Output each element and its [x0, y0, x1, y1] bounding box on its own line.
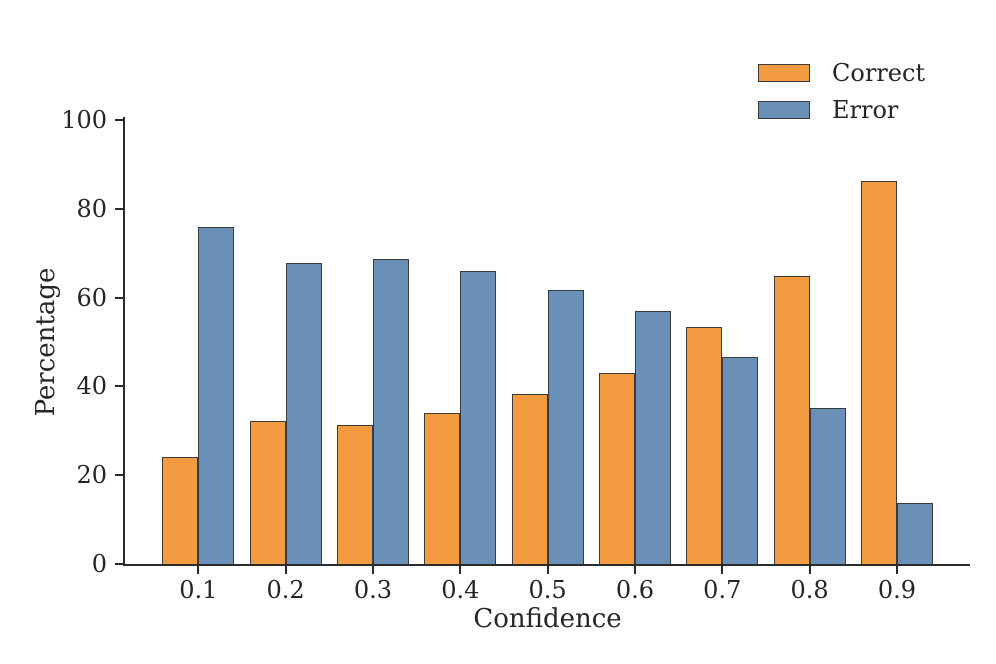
x-tick-label-0.2: 0.2 [266, 576, 305, 604]
bar-correct-0.2 [249, 421, 286, 564]
y-axis-title: Percentage [31, 267, 61, 417]
bar-correct-0.6 [598, 373, 635, 564]
y-tick-label-20: 20 [76, 461, 107, 490]
bar-error-0.8 [809, 407, 846, 564]
x-tick-label-0.7: 0.7 [703, 576, 742, 604]
x-tick-label-0.1: 0.1 [179, 576, 218, 604]
bar-error-0.5 [547, 290, 584, 564]
bar-error-0.9 [896, 502, 933, 564]
y-tick-label-60: 60 [76, 283, 107, 312]
bar-error-0.3 [372, 258, 409, 564]
x-tick-mark-0.6 [633, 566, 636, 574]
y-tick-mark-0 [115, 563, 123, 565]
x-tick-label-0.5: 0.5 [528, 576, 567, 604]
x-tick-mark-0.2 [284, 566, 287, 574]
y-tick-mark-20 [115, 474, 123, 477]
x-tick-mark-0.5 [546, 566, 549, 574]
y-tick-label-100: 100 [61, 106, 107, 134]
bar-correct-0.5 [511, 393, 548, 564]
x-tick-label-0.4: 0.4 [441, 576, 480, 604]
x-tick-label-0.3: 0.3 [353, 576, 393, 604]
x-tick-label-0.9: 0.9 [877, 576, 917, 604]
bar-correct-0.1 [162, 457, 199, 564]
x-tick-mark-0.1 [197, 566, 200, 574]
legend-label-error: Error [832, 96, 899, 124]
y-tick-mark-80 [115, 207, 123, 210]
x-tick-mark-0.8 [808, 566, 811, 574]
legend-swatch-correct [758, 64, 810, 82]
bar-correct-0.9 [860, 181, 897, 564]
x-tick-mark-0.3 [371, 566, 374, 574]
bar-error-0.1 [198, 226, 235, 564]
y-tick-label-0: 0 [91, 550, 107, 578]
bar-error-0.7 [722, 356, 759, 564]
y-axis-spine [123, 117, 125, 564]
x-axis-spine [123, 564, 970, 566]
y-tick-label-40: 40 [76, 372, 107, 401]
plot-area [125, 120, 970, 564]
x-tick-mark-0.4 [459, 566, 462, 574]
bar-error-0.6 [634, 310, 671, 564]
bar-error-0.2 [285, 262, 322, 564]
bar-correct-0.3 [336, 425, 373, 564]
x-tick-label-0.8: 0.8 [790, 576, 829, 604]
x-tick-mark-0.9 [895, 566, 898, 574]
y-tick-mark-100 [115, 119, 123, 121]
bar-correct-0.4 [424, 412, 461, 564]
legend-swatch-error [758, 101, 810, 119]
x-tick-mark-0.7 [721, 566, 724, 574]
bar-error-0.4 [460, 271, 497, 564]
x-tick-label-0.6: 0.6 [615, 576, 655, 604]
y-tick-label-80: 80 [76, 194, 107, 223]
legend-label-correct: Correct [832, 59, 926, 87]
y-tick-mark-60 [115, 296, 123, 299]
bar-correct-0.8 [773, 276, 810, 564]
y-tick-mark-40 [115, 385, 123, 388]
x-axis-title: Confidence [473, 604, 622, 634]
bar-correct-0.7 [686, 327, 723, 564]
